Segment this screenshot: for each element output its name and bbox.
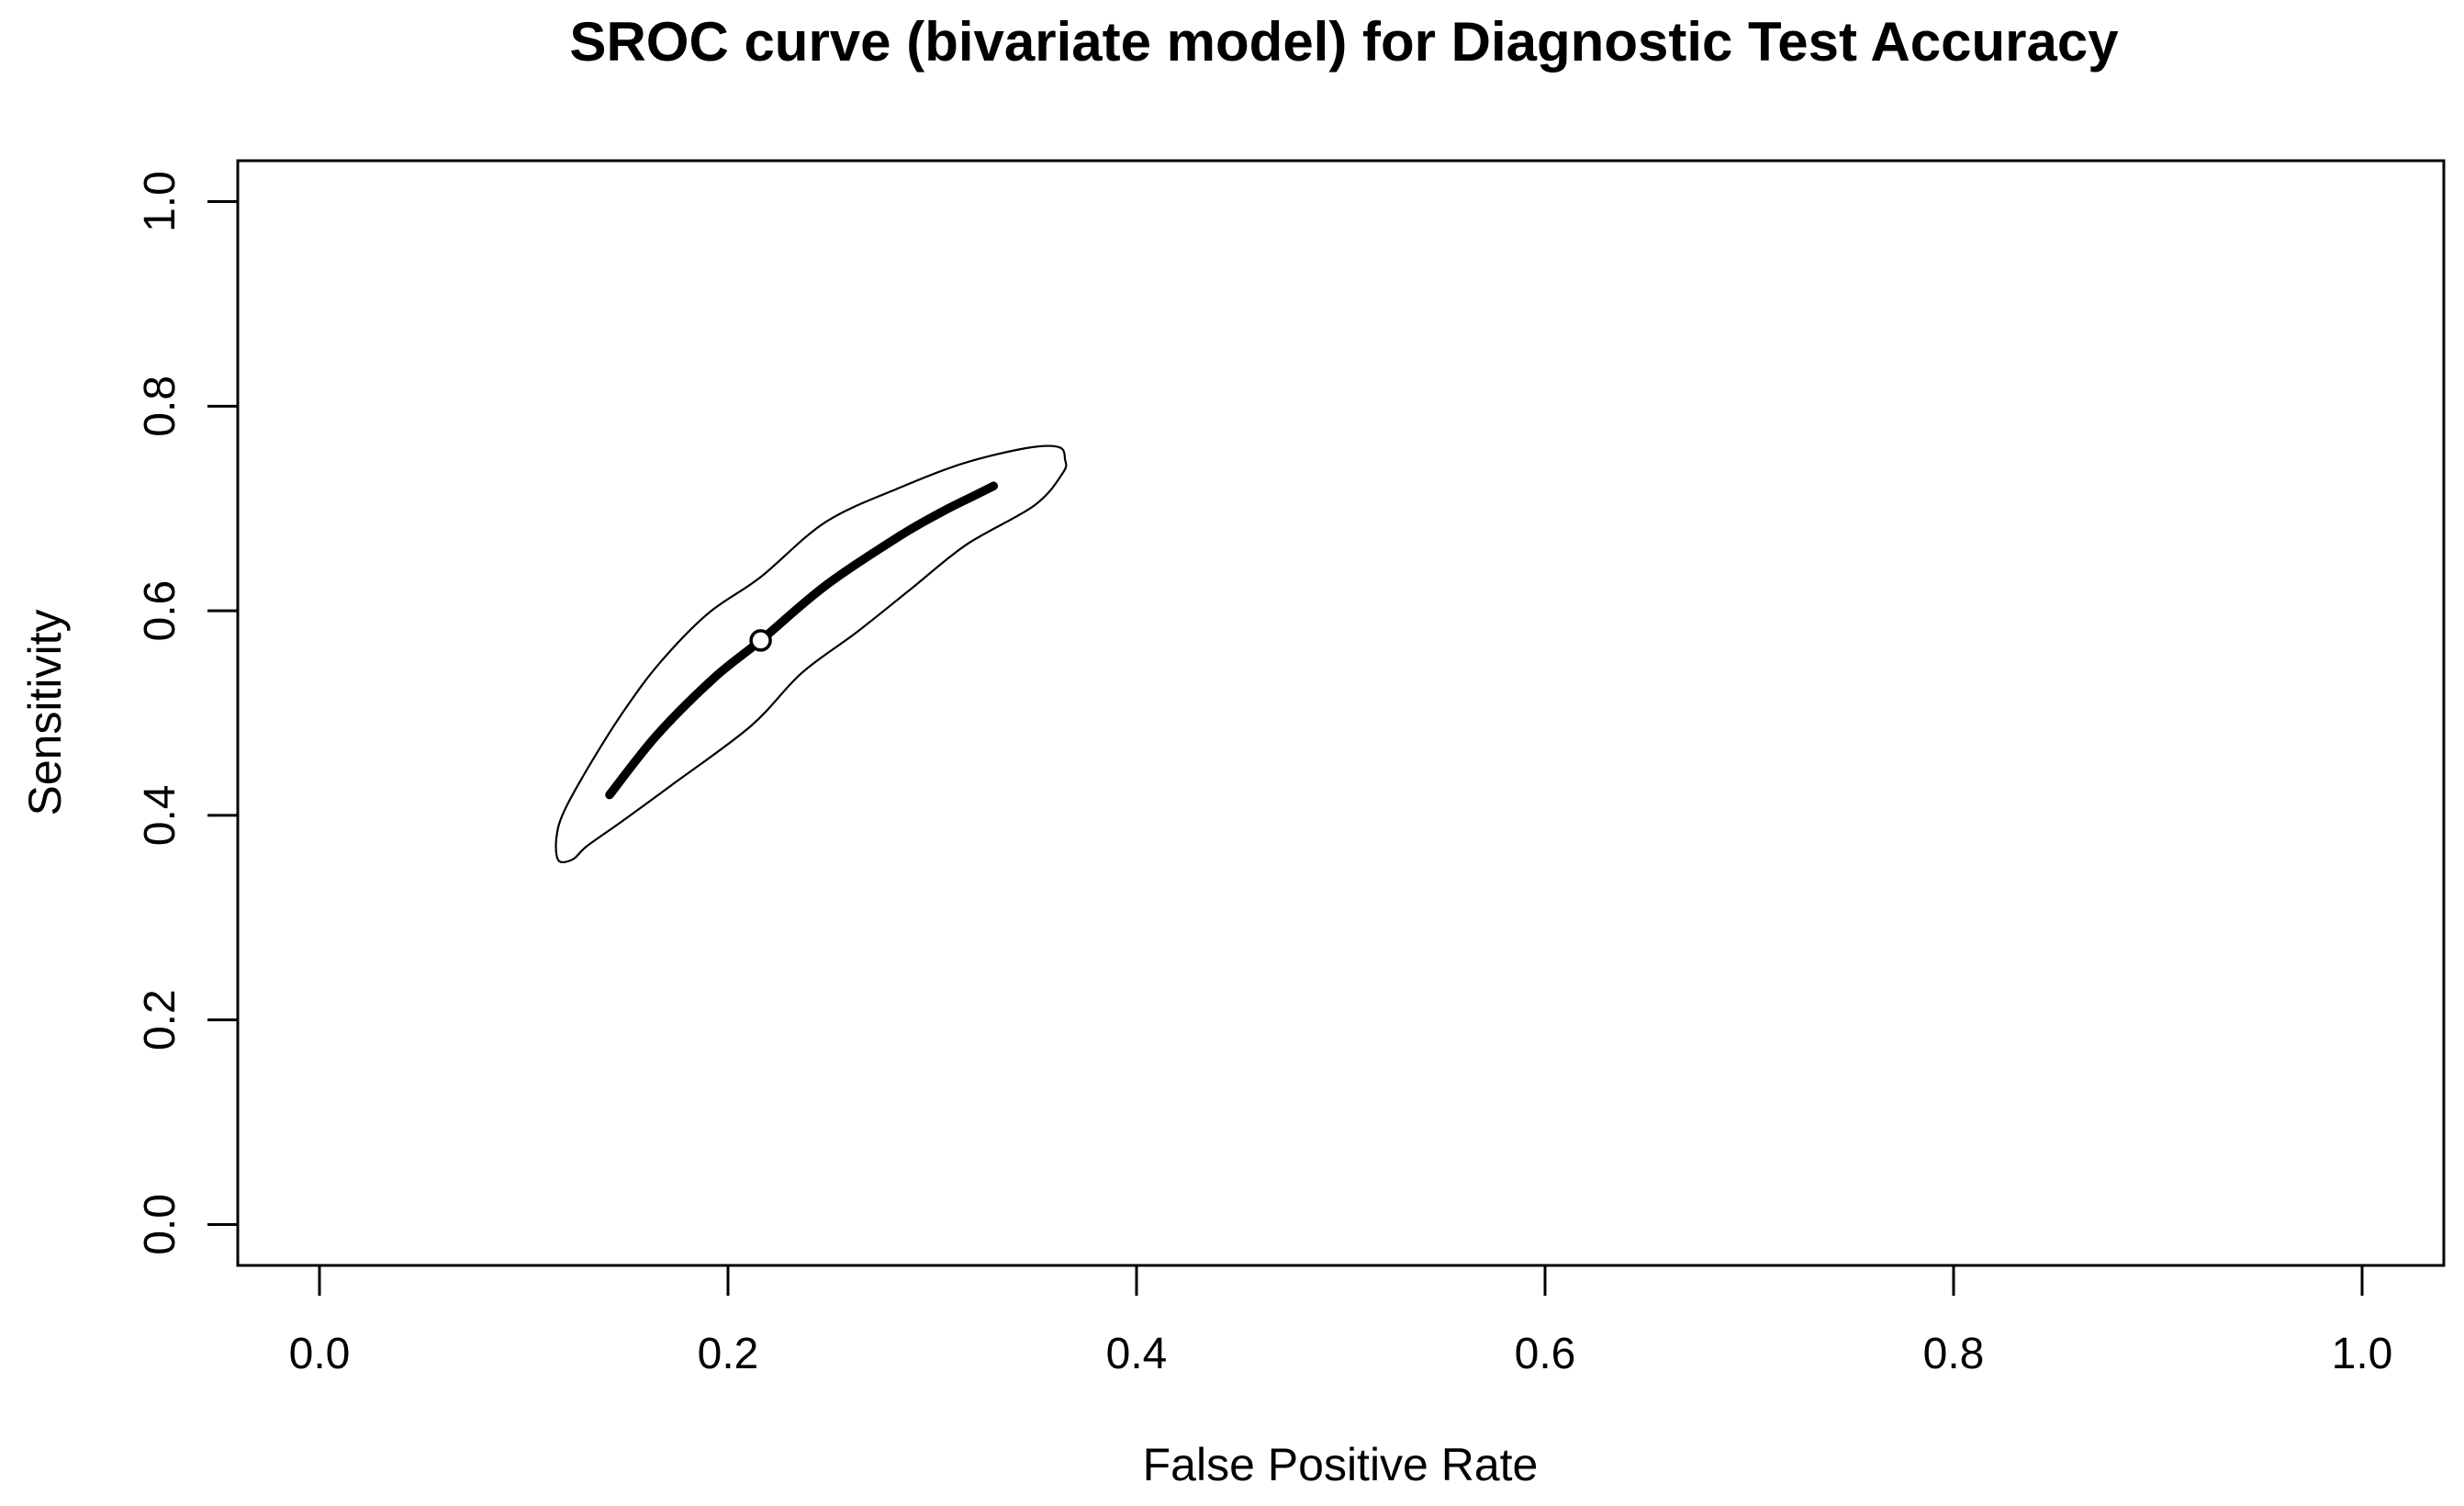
x-tick-label: 0.8 xyxy=(1923,1330,1985,1378)
plot-border xyxy=(236,159,2446,1267)
sroc-curve-path xyxy=(605,481,999,800)
x-tick-label: 0.4 xyxy=(1106,1330,1168,1378)
plot-shapes xyxy=(554,444,1068,864)
x-tick-label: 0.0 xyxy=(289,1330,351,1378)
confidence-region-path xyxy=(554,444,1068,864)
x-tick-label: 0.6 xyxy=(1515,1330,1576,1378)
y-tick-label: 0.4 xyxy=(136,785,185,847)
y-tick-label: 1.0 xyxy=(136,171,185,232)
y-axis-label: Sensitivity xyxy=(19,609,71,815)
summary-point-marker xyxy=(749,629,772,652)
x-axis-label: False Positive Rate xyxy=(1143,1439,1539,1490)
y-tick-label: 0.2 xyxy=(136,989,185,1051)
x-tick-label: 0.2 xyxy=(698,1330,759,1378)
x-tick-label: 1.0 xyxy=(2332,1330,2393,1378)
chart-title: SROC curve (bivariate model) for Diagnos… xyxy=(569,11,2119,73)
y-tick-label: 0.0 xyxy=(136,1194,185,1255)
axes: 0.0 0.2 0.4 0.6 0.8 1.0 0.0 0.2 0.4 0.6 0.8 1.0 xyxy=(136,171,2392,1378)
y-tick-label: 0.8 xyxy=(136,376,185,437)
y-tick-label: 0.6 xyxy=(136,580,185,642)
